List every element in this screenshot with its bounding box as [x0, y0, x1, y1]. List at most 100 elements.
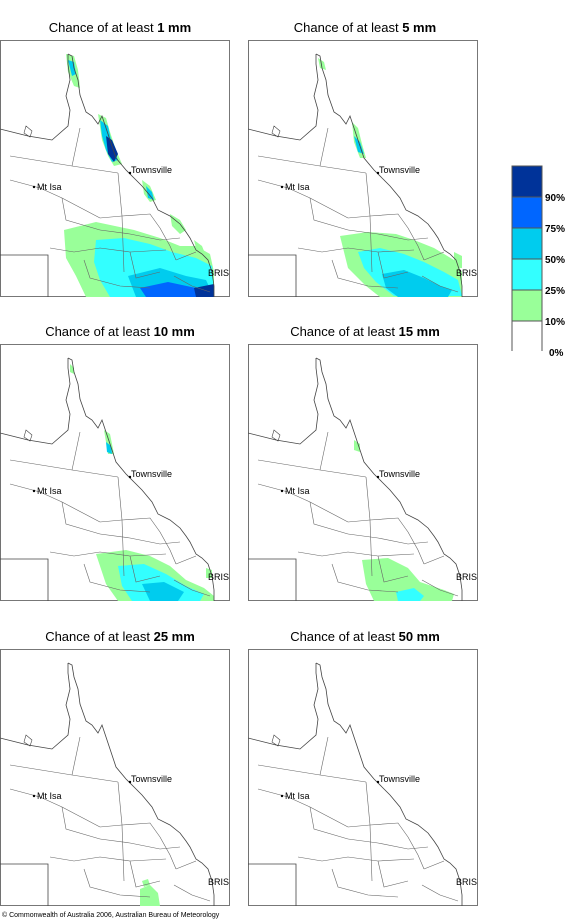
mt-isa-label: Mt Isa [285, 182, 310, 192]
district-boundary [99, 533, 181, 545]
townsville-marker [128, 780, 132, 784]
brisbane-label: BRIS [456, 268, 477, 278]
mt-isa-marker [32, 185, 36, 189]
district-boundary [49, 247, 167, 253]
probability-legend [511, 165, 543, 356]
district-boundary [331, 259, 399, 289]
coastline-east [67, 53, 215, 297]
district-boundary [175, 251, 197, 261]
legend-label-10: 10% [545, 317, 566, 328]
panel-title-25mm: Chance of at least 25 mm [45, 629, 195, 644]
townsville-label: Townsville [131, 469, 172, 479]
district-boundary [129, 860, 161, 888]
legend-swatch-6 [511, 320, 543, 353]
brisbane-label: BRIS [208, 572, 229, 582]
district-boundary [61, 806, 101, 840]
rain-probability-region [382, 270, 452, 297]
rain-probability-region [194, 240, 206, 256]
district-boundary [83, 563, 151, 593]
map-50mm: Townsville Mt Isa BRIS [248, 649, 478, 906]
coastline-gulf [248, 54, 319, 141]
district-boundary [9, 788, 101, 828]
legend-color-bar [511, 165, 543, 353]
rain-probability-region [396, 588, 424, 601]
district-boundary [347, 229, 429, 241]
map-5mm: Townsville Mt Isa BRIS [248, 40, 478, 297]
panel-title-15mm: Chance of at least 15 mm [290, 324, 440, 339]
mt-isa-label: Mt Isa [285, 791, 310, 801]
legend-label-90: 90% [545, 193, 566, 204]
district-boundary [9, 483, 101, 523]
rain-probability-region [140, 885, 160, 906]
map-10mm: Townsville Mt Isa BRIS [0, 344, 230, 601]
townsville-label: Townsville [131, 774, 172, 784]
district-boundary [99, 229, 181, 241]
island-outline [271, 125, 281, 138]
state-border [0, 254, 49, 297]
map-canvas: Townsville Mt Isa BRIS [248, 649, 478, 906]
state-border [248, 863, 297, 906]
district-boundary [347, 533, 429, 545]
map-canvas: Townsville Mt Isa BRIS [248, 344, 478, 601]
district-boundary [61, 197, 101, 231]
legend-label-50: 50% [545, 255, 566, 266]
legend-swatch-5 [511, 289, 543, 322]
brisbane-label: BRIS [208, 268, 229, 278]
coastline-east [315, 357, 463, 601]
district-boundary [297, 247, 415, 253]
panel-title-10mm: Chance of at least 10 mm [45, 324, 195, 339]
map-frame [248, 649, 478, 906]
coastline-gulf [0, 54, 71, 141]
map-25mm: Townsville Mt Isa BRIS [0, 649, 230, 906]
townsville-label: Townsville [131, 165, 172, 175]
district-boundary [319, 127, 329, 167]
district-boundary [71, 127, 81, 167]
district-boundary [173, 884, 211, 902]
mt-isa-marker [280, 185, 284, 189]
map-canvas: Townsville Mt Isa BRIS [0, 344, 230, 601]
copyright-notice: © Commonwealth of Australia 2006, Austra… [2, 912, 220, 919]
coastline-east [315, 53, 463, 297]
district-boundary [407, 531, 425, 565]
district-boundary [309, 197, 349, 231]
district-boundary [159, 227, 177, 261]
island-outline [271, 429, 281, 442]
district-boundary [175, 555, 197, 565]
legend-label-0: 0% [549, 348, 564, 359]
map-canvas: Townsville Mt Isa BRIS [248, 40, 478, 297]
coastline-gulf [0, 663, 71, 750]
mt-isa-marker [280, 489, 284, 493]
state-border [0, 558, 49, 601]
coastline-gulf [0, 358, 71, 445]
state-border [248, 254, 297, 297]
district-boundary [173, 275, 211, 293]
townsville-label: Townsville [379, 469, 420, 479]
rain-probability-region [146, 186, 154, 200]
rain-probability-region [68, 60, 76, 76]
map-canvas: Townsville Mt Isa BRIS [0, 40, 230, 297]
brisbane-label: BRIS [456, 572, 477, 582]
district-boundary [99, 822, 161, 838]
state-border [0, 863, 49, 906]
district-boundary [257, 483, 349, 523]
townsville-marker [376, 475, 380, 479]
map-1mm: Townsville Mt Isa BRIS [0, 40, 230, 297]
district-boundary [173, 579, 211, 597]
map-canvas: Townsville Mt Isa BRIS [0, 649, 230, 906]
district-boundary [175, 860, 197, 870]
mt-isa-label: Mt Isa [37, 486, 62, 496]
district-boundary [331, 563, 399, 593]
district-boundary [347, 517, 409, 533]
legend-swatch-3 [511, 227, 543, 260]
mt-isa-marker [32, 794, 36, 798]
mt-isa-label: Mt Isa [37, 791, 62, 801]
district-boundary [423, 555, 445, 565]
map-frame [0, 649, 230, 906]
townsville-marker [128, 475, 132, 479]
district-boundary [377, 251, 409, 279]
district-boundary [319, 736, 329, 776]
district-boundary [83, 868, 151, 898]
district-boundary [257, 788, 349, 828]
district-boundary [407, 836, 425, 870]
district-boundary [297, 551, 415, 557]
